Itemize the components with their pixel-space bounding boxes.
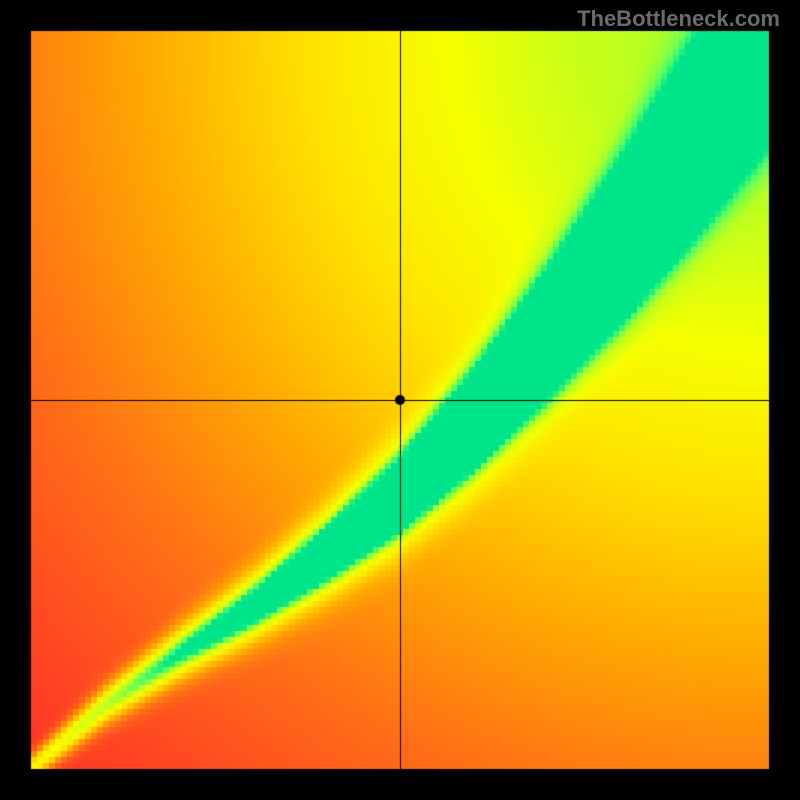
chart-container: TheBottleneck.com [0, 0, 800, 800]
heatmap-canvas [0, 0, 800, 800]
